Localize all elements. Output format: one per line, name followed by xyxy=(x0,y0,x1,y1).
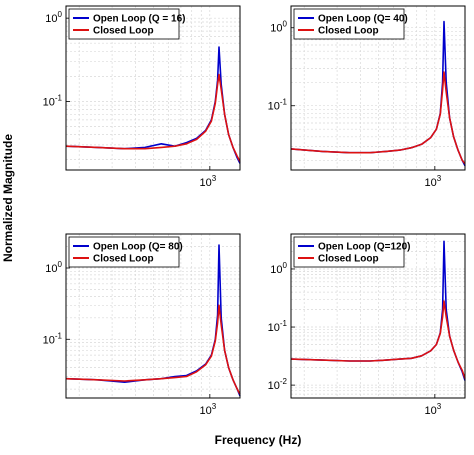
x-tick-label: 103 xyxy=(199,402,216,417)
x-tick-label: 103 xyxy=(424,174,441,189)
y-tick-label: 100 xyxy=(270,261,287,276)
axes-box xyxy=(290,5,466,171)
axes-box xyxy=(65,5,241,171)
legend-entry: Open Loop (Q= 80) xyxy=(93,242,183,253)
y-tick-label: 10-1 xyxy=(43,331,63,346)
y-tick-label: 10-1 xyxy=(268,98,288,113)
legend: Open Loop (Q = 16)Closed Loop xyxy=(68,8,186,40)
series-line-closed-loop xyxy=(65,304,241,395)
axes-box xyxy=(65,233,241,399)
legend-box xyxy=(293,8,405,40)
chart-panel-1: 100 10-1 103 Open Loop (Q = 16)Closed Loop xyxy=(43,5,241,189)
x-tick-label: 103 xyxy=(424,402,441,417)
chart-panel-3: 100 10-1 103 Open Loop (Q= 80)Closed Loop xyxy=(43,233,241,417)
axes-box xyxy=(290,233,466,399)
y-tick-label: 10-1 xyxy=(43,93,63,108)
legend-box xyxy=(68,8,180,40)
y-tick-label: 100 xyxy=(45,10,62,25)
y-tick-label: 100 xyxy=(45,260,62,275)
legend-entry: Closed Loop xyxy=(318,26,379,37)
legend-entry: Open Loop (Q= 40) xyxy=(318,14,408,25)
legend-entry: Open Loop (Q=120) xyxy=(318,242,411,253)
legend-entry: Closed Loop xyxy=(93,26,154,37)
gridlines xyxy=(66,234,240,398)
y-tick-label: 10-2 xyxy=(268,377,288,392)
y-tick-label: 10-1 xyxy=(268,319,288,334)
series-line-closed-loop xyxy=(290,71,466,165)
legend: Open Loop (Q=120)Closed Loop xyxy=(293,236,411,268)
legend: Open Loop (Q= 80)Closed Loop xyxy=(68,236,183,268)
y-axis-title: Normalized Magnitude xyxy=(1,134,15,262)
legend-box xyxy=(68,236,180,268)
chart-panel-4: 100 10-1 10-2 103 Open Loop (Q=120)Closed Lo… xyxy=(268,233,466,417)
x-axis-title: Frequency (Hz) xyxy=(215,433,302,447)
series-line-closed-loop xyxy=(290,300,466,379)
legend: Open Loop (Q= 40)Closed Loop xyxy=(293,8,408,40)
legend-entry: Closed Loop xyxy=(93,254,154,265)
x-tick-label: 103 xyxy=(199,174,216,189)
series-line-closed-loop xyxy=(65,73,241,162)
y-tick-label: 100 xyxy=(270,20,287,35)
legend-entry: Closed Loop xyxy=(318,254,379,265)
legend-box xyxy=(293,236,405,268)
chart-panel-2: 100 10-1 103 Open Loop (Q= 40)Closed Loop xyxy=(268,5,466,189)
legend-entry: Open Loop (Q = 16) xyxy=(93,14,186,25)
